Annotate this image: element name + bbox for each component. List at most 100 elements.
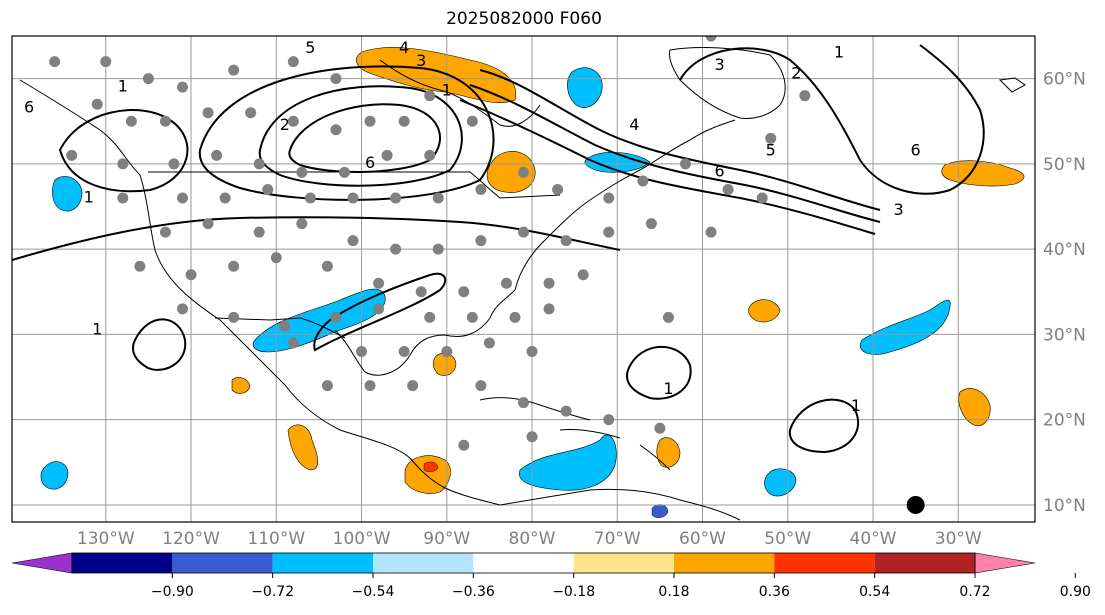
station-marker: [117, 192, 129, 204]
contour-value-label: 2: [791, 64, 801, 83]
station-marker: [705, 226, 717, 238]
station-marker: [177, 192, 188, 204]
contour-value-label: 6: [714, 162, 724, 181]
station-marker: [356, 345, 368, 357]
station-marker: [202, 218, 214, 230]
station-marker: [330, 73, 342, 85]
map-title: 2025082000 F060: [446, 9, 602, 29]
station-marker: [543, 277, 555, 289]
station-marker: [526, 345, 538, 357]
station-marker: [645, 218, 657, 230]
station-marker: [304, 192, 316, 204]
station-marker: [142, 73, 154, 85]
contour-value-label: 6: [365, 153, 375, 172]
contour-value-label: 1: [92, 319, 102, 338]
colorbar-segment: [72, 553, 173, 573]
red-area-guatemala: [423, 461, 439, 472]
station-marker: [49, 56, 61, 68]
station-marker: [390, 243, 402, 255]
map-frame: [11, 35, 1036, 523]
orange-area-hudson: [355, 47, 517, 103]
station-marker: [159, 115, 171, 127]
station-marker: [134, 260, 146, 272]
highlight-point-marker: [906, 495, 925, 514]
station-marker: [296, 218, 308, 230]
station-marker: [475, 235, 487, 247]
station-marker: [228, 260, 240, 272]
lon-tick-label: 110°W: [247, 529, 305, 545]
contour-low-middle: [258, 85, 463, 187]
station-marker: [159, 226, 171, 238]
us-mexico-border: [214, 317, 346, 339]
latitude-labels: 60°N 50°N 40°N 30°N 20°N 10°N: [1043, 70, 1086, 516]
station-marker: [500, 277, 512, 289]
station-marker: [679, 158, 691, 170]
contour-value-label: 5: [305, 38, 315, 57]
station-marker: [211, 149, 223, 161]
colorbar-segment: [172, 553, 273, 573]
lon-tick-label: 60°W: [679, 529, 726, 545]
station-marker: [560, 235, 572, 247]
station-marker: [347, 192, 359, 204]
colorbar-tick-label: −0.18: [552, 584, 595, 600]
station-marker: [475, 380, 487, 392]
orange-area-atlantic-20n: [958, 388, 991, 426]
station-marker: [509, 311, 521, 323]
lat-tick-label: 50°N: [1043, 155, 1086, 175]
orange-area-mexico-pacific: [287, 424, 319, 471]
station-marker: [287, 337, 299, 349]
station-marker: [168, 158, 180, 170]
lat-tick-label: 60°N: [1043, 70, 1086, 90]
station-marker: [373, 303, 385, 315]
contour-value-label: 4: [629, 115, 639, 134]
colorbar: −0.90 −0.72 −0.54 −0.36 −0.18 0.18 0.36 0.54 0.7…: [11, 552, 1091, 600]
lon-tick-label: 50°W: [764, 529, 811, 545]
colorbar-outline: [71, 552, 976, 574]
station-marker: [577, 269, 589, 281]
lon-tick-label: 70°W: [594, 529, 641, 545]
station-marker: [432, 192, 444, 204]
contour-jet-south: [459, 99, 876, 235]
coastline-caribbean-islands: [479, 397, 671, 471]
contour-south-2: [626, 345, 692, 400]
station-marker: [424, 311, 436, 323]
lon-tick-label: 90°W: [423, 529, 470, 545]
lon-tick-label: 130°W: [77, 529, 135, 545]
colorbar-over-arrow: [974, 552, 1036, 574]
station-marker: [202, 107, 214, 119]
colorbar-tick-label: −0.54: [352, 584, 395, 600]
lon-tick-label: 80°W: [509, 529, 556, 545]
station-marker: [398, 345, 410, 357]
coastline-south-america-north: [499, 488, 741, 521]
station-marker: [441, 345, 453, 357]
station-marker: [364, 380, 376, 392]
station-marker: [603, 226, 615, 238]
orange-area-gulf: [432, 352, 457, 376]
station-marker: [338, 166, 350, 178]
station-marker: [185, 269, 197, 281]
station-marker: [424, 149, 436, 161]
station-marker: [799, 90, 811, 102]
blue-area-gulf-coast: [252, 288, 386, 353]
contour-gulf: [313, 272, 447, 352]
station-marker: [177, 81, 188, 93]
station-marker: [287, 115, 299, 127]
lon-tick-label: 100°W: [333, 529, 391, 545]
us-canada-border: [148, 171, 561, 199]
orange-area-great-lakes: [486, 151, 536, 193]
map-background: [12, 36, 1035, 522]
blue-area-caribbean: [519, 434, 617, 491]
contour-value-label: 6: [911, 140, 921, 159]
colorbar-segment: [874, 553, 975, 573]
station-marker: [518, 226, 529, 238]
lat-tick-label: 20°N: [1043, 411, 1086, 431]
station-marker: [219, 192, 231, 204]
coastline-atlantic-us: [514, 119, 736, 291]
colorbar-tick-label: −0.90: [151, 584, 194, 600]
station-marker: [458, 439, 470, 451]
lon-tick-label: 30°W: [935, 529, 982, 545]
station-marker: [330, 124, 342, 136]
station-marker: [321, 380, 333, 392]
colorbar-tick-label: 0.90: [1060, 584, 1091, 600]
station-marker: [475, 183, 487, 195]
